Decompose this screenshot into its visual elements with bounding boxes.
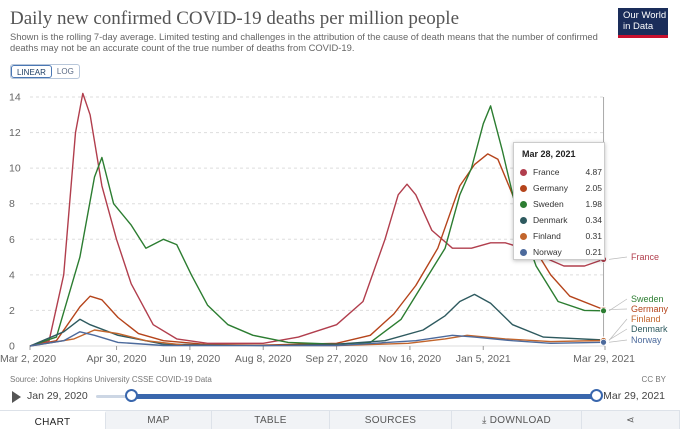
series-dot-icon [520,185,527,192]
y-tick-label: 6 [9,234,15,246]
tab-chart[interactable]: CHART [0,411,106,429]
end-label-norway[interactable]: Norway [631,335,662,345]
play-icon[interactable] [12,391,21,403]
tooltip-value: 4.87 [585,167,602,177]
tooltip-value: 2.05 [585,183,602,193]
line-chart[interactable]: 0 2 4 6 8 10 12 14 Mar 2, 2020 Apr 30, 2020 Jun 19… [0,84,680,374]
timeline-end-label: Mar 29, 2021 [603,390,665,402]
x-tick-label: Jun 19, 2020 [160,353,221,365]
end-label-germany[interactable]: Germany [631,304,669,314]
logo-accent-bar [618,35,668,38]
tab-download[interactable]: ⤓ DOWNLOAD [452,411,582,429]
x-tick-label: Mar 29, 2021 [573,353,635,365]
tooltip-country: Germany [533,183,568,193]
end-label-connector [608,339,628,343]
series-dot-icon [520,249,527,256]
y-tick-label: 0 [9,341,15,353]
tab-sources[interactable]: SOURCES [330,411,452,429]
tooltip-row: France 4.87 [520,166,602,179]
series-line-denmark[interactable] [29,293,604,347]
tooltip-row: Sweden 1.98 [520,198,602,211]
timeline-slider[interactable]: Jan 29, 2020 Mar 29, 2021 [0,388,680,406]
end-label-denmark[interactable]: Denmark [631,324,668,334]
tooltip-country: Finland [533,231,561,241]
end-label-connector [608,308,628,310]
tooltip-value: 0.31 [585,231,602,241]
logo-line-1: Our World [623,10,667,21]
series-line-norway[interactable] [29,331,604,347]
linear-scale-button[interactable]: LINEAR [11,65,52,78]
x-tick-label: Jan 5, 2021 [456,353,511,365]
timeline-start-label: Jan 29, 2020 [27,390,88,402]
series-dot-icon [520,169,527,176]
tab-map[interactable]: MAP [106,411,212,429]
x-tick-label: Sep 27, 2020 [305,353,368,365]
y-tick-label: 12 [9,127,21,139]
end-label-connector [608,318,628,341]
series-line-sweden[interactable] [29,105,604,347]
tooltip-value: 0.21 [585,247,602,257]
series-dot-icon [520,233,527,240]
tooltip-country: Denmark [533,215,568,225]
end-label-connector [608,328,628,341]
y-tick-label: 4 [9,269,15,281]
timeline-start-handle[interactable] [125,389,139,402]
timeline-selected-range[interactable] [131,394,598,399]
tooltip-value: 0.34 [585,215,602,225]
tooltip-country: Sweden [533,199,564,209]
owid-logo[interactable]: Our World in Data [618,8,668,38]
y-tick-label: 2 [9,305,15,317]
end-label-connector [608,256,628,260]
hover-point-sweden [600,307,607,315]
tooltip-row: Denmark 0.34 [520,214,602,227]
end-label-sweden[interactable]: Sweden [631,294,664,304]
tooltip-country: Norway [533,247,562,257]
logo-line-2: in Data [623,20,654,32]
series-dot-icon [520,201,527,208]
y-tick-label: 14 [9,92,21,104]
end-label-finland[interactable]: Finland [631,314,661,324]
tooltip-date: Mar 28, 2021 [522,149,576,159]
timeline-end-handle[interactable] [590,389,603,402]
tooltip-country: France [533,167,560,177]
share-icon[interactable]: ⋖ [582,411,680,429]
end-label-connector [608,298,628,312]
series-dot-icon [520,217,527,224]
tooltip-value: 1.98 [585,199,602,209]
tooltip-row: Germany 2.05 [520,182,602,195]
hover-tooltip: Mar 28, 2021 France 4.87 Germany 2.05 Sweden… [513,142,605,260]
source-note[interactable]: Source: Johns Hopkins University CSSE CO… [10,375,212,384]
end-label-france[interactable]: France [631,252,659,262]
tooltip-row: Finland 0.31 [520,230,602,243]
scale-toggle: LINEAR LOG [10,64,80,79]
log-scale-button[interactable]: LOG [56,67,74,76]
x-tick-label: Aug 8, 2020 [235,353,292,365]
chart-title: Daily new confirmed COVID-19 deaths per … [10,8,460,29]
chart-subtitle: Shown is the rolling 7-day average. Limi… [10,31,598,53]
x-tick-label: Mar 2, 2020 [0,353,56,365]
y-tick-label: 8 [9,198,15,210]
series-line-france[interactable] [29,92,604,347]
license-label[interactable]: CC BY [641,375,666,384]
x-tick-label: Apr 30, 2020 [86,353,146,365]
x-tick-label: Nov 16, 2020 [379,353,442,365]
y-tick-label: 10 [9,163,21,175]
hover-point-norway [600,338,607,346]
tooltip-row: Norway 0.21 [520,246,602,259]
tab-table[interactable]: TABLE [212,411,330,429]
tab-bar: CHART MAP TABLE SOURCES ⤓ DOWNLOAD ⋖ [0,410,680,429]
